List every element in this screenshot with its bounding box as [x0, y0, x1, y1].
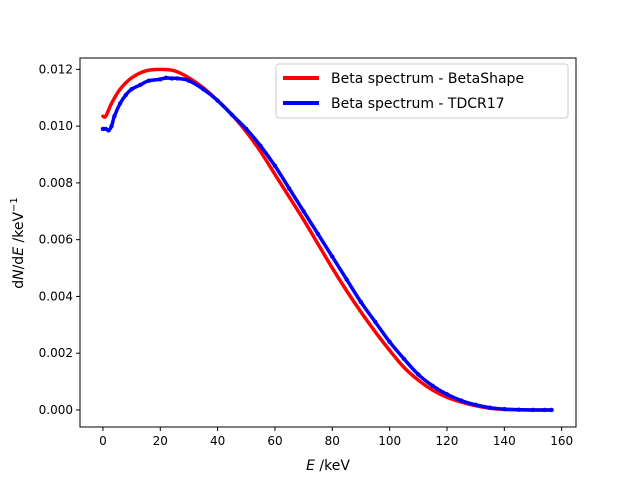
y-tick-label: 0.004: [39, 289, 73, 303]
data-point: [272, 163, 278, 169]
data-point: [416, 372, 421, 377]
y-tick-label: 0.012: [39, 62, 73, 76]
data-point: [301, 209, 306, 214]
x-tick-label: 80: [325, 434, 340, 448]
data-point: [473, 402, 478, 408]
data-point: [117, 101, 123, 106]
y-axis-label: dN/dE /keV−1: [9, 197, 27, 289]
x-tick-label: 0: [99, 434, 107, 448]
data-point: [502, 406, 507, 412]
y-tick-label: 0.006: [39, 233, 73, 247]
plot-frame: [79, 57, 577, 428]
data-point: [459, 398, 464, 403]
data-point: [373, 319, 378, 325]
data-point: [106, 128, 111, 133]
data-point: [158, 77, 163, 82]
x-axis-ticks: 0 20 40 60 80 100 120 140 160: [99, 427, 573, 448]
x-tick-label: 140: [493, 434, 516, 448]
data-point: [258, 143, 263, 149]
data-point: [530, 407, 536, 413]
data-point: [330, 254, 335, 259]
data-point: [129, 87, 134, 92]
data-point: [516, 407, 521, 412]
x-tick-label: 60: [267, 434, 282, 448]
data-point: [123, 92, 129, 98]
data-point: [163, 75, 169, 81]
data-point: [358, 299, 364, 305]
legend-label-tdcr17: Beta spectrum - TDCR17: [331, 96, 505, 112]
data-point: [387, 339, 392, 345]
legend-label-betashape: Beta spectrum - BetaShape: [331, 71, 524, 87]
x-tick-label: 20: [153, 434, 168, 448]
data-point: [112, 113, 117, 119]
y-tick-label: 0.000: [39, 403, 73, 417]
data-point: [201, 87, 206, 92]
data-point: [229, 112, 235, 117]
data-point: [444, 392, 450, 397]
x-tick-label: 100: [378, 434, 401, 448]
data-point: [175, 76, 180, 81]
y-axis-ticks: 0.000 0.002 0.004 0.006 0.008 0.010 0.012: [39, 62, 80, 417]
data-point: [186, 78, 192, 83]
series-layer: [100, 67, 554, 413]
series-tdcr17: [100, 75, 554, 413]
legend-box: [275, 63, 569, 119]
x-tick-label: 160: [550, 434, 573, 448]
data-point: [401, 356, 407, 362]
data-point: [244, 126, 249, 132]
data-point: [315, 231, 321, 237]
y-tick-label: 0.002: [39, 346, 73, 360]
legend: Beta spectrum - BetaShape Beta spectrum …: [275, 63, 569, 119]
y-tick-label: 0.010: [39, 119, 73, 133]
x-tick-label: 120: [436, 434, 459, 448]
data-point: [138, 82, 143, 88]
data-point: [344, 277, 349, 282]
data-point: [430, 383, 435, 389]
y-tick-label: 0.008: [39, 176, 73, 190]
data-point: [169, 76, 174, 81]
data-point: [146, 78, 152, 83]
x-tick-label: 40: [210, 434, 225, 448]
data-point: [487, 405, 493, 410]
data-point: [549, 407, 554, 413]
data-point: [542, 407, 547, 413]
data-point: [287, 186, 292, 191]
x-axis-label: E /keV: [306, 458, 350, 474]
data-point: [109, 123, 114, 129]
data-point: [215, 98, 220, 103]
